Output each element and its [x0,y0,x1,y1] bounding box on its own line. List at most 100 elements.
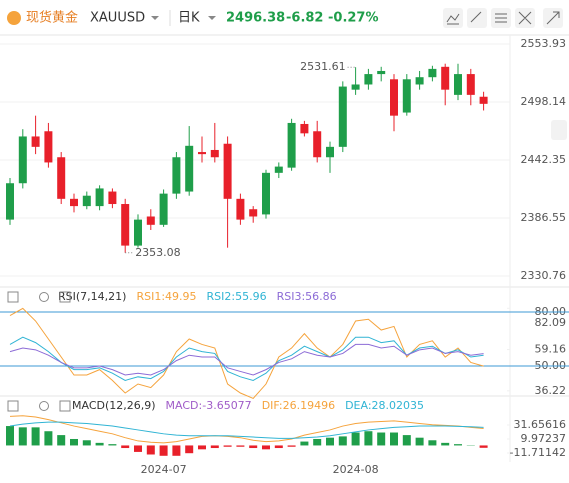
candle-body [415,77,424,85]
macd-bar [249,445,258,449]
macd-bar [121,445,130,449]
macd-bar [185,445,194,454]
candle-body [95,188,104,207]
macd-bar [70,438,78,446]
zoom-button[interactable] [551,120,567,140]
macd-bar [18,427,27,446]
candle-body [351,84,360,90]
macd-bar [287,445,296,447]
macd-bar [415,437,424,446]
rsi-line [9,307,484,400]
candle-body [210,149,219,158]
y-tick-label: 31.65616 [514,418,567,431]
candle-body [454,74,462,95]
candle-body [31,136,40,147]
indicator-settings[interactable] [39,401,49,411]
candle-body [185,145,194,192]
macd-bar [351,432,360,446]
legend-entry: RSI1:49.95 [136,290,196,303]
y-tick-label: 2553.93 [521,37,567,50]
macd-bar [82,440,91,446]
candle-body [313,131,322,158]
candle-body [57,157,66,199]
candle-body [6,183,14,220]
indicator-toggle[interactable] [7,400,19,412]
candle-body [402,79,411,113]
max-annotation: 2531.61 [300,60,346,73]
macd-bar [159,445,168,456]
macd-line [9,421,484,439]
legend-entry: MACD:-3.65077 [166,399,252,412]
candle-body [466,74,475,95]
candle-body [223,143,232,199]
macd-line [9,415,484,444]
x-tick-label: 2024-08 [333,463,379,476]
macd-bar [390,432,398,446]
y-tick-label: 59.16 [535,343,567,356]
macd-bar [479,445,488,448]
candle-body [377,70,386,75]
macd-bar [364,431,373,446]
candle-body [428,68,437,78]
macd-bar [108,444,117,446]
instrument-name[interactable]: 现货黄金 [26,10,78,26]
macd-bar [6,426,14,446]
dropdown-arrow[interactable] [208,16,216,20]
rsi-line [9,336,484,381]
macd-bar [236,445,245,447]
candle-body [390,79,398,116]
macd-bar [198,445,206,450]
macd-bar [210,445,219,449]
candle-body [338,86,347,147]
macd-bar [31,427,40,446]
candle-body [274,166,283,173]
candle-body [121,204,130,246]
x-tick-label: 2024-07 [141,463,187,476]
candle-body [159,193,168,225]
candle-body [300,123,309,134]
y-tick-label: 2330.76 [521,269,567,282]
candle-body [287,122,296,168]
candle-body [364,74,373,85]
rsi-line [9,343,484,376]
legend-entry: DEA:28.02035 [345,399,424,412]
legend-entry: MACD(12,26,9) [72,399,156,412]
dropdown-arrow[interactable] [151,16,159,20]
period[interactable]: 日K [178,11,200,26]
indicator-toggle[interactable] [7,291,19,303]
y-tick-label: 2498.14 [521,95,567,108]
change-pct: -0.27% [328,11,379,26]
price: 2496.38 [226,11,285,26]
y-tick-label: 82.09 [535,316,567,329]
legend-entry: DIF:26.19496 [262,399,335,412]
candle-body [18,136,27,184]
macd-bar [441,442,450,446]
candle-body [172,157,181,194]
candle-body [108,191,117,205]
macd-bar [428,440,437,446]
macd-bar [172,445,181,456]
macd-bar [326,437,334,446]
legend-entry: RSI(7,14,21) [58,290,126,303]
y-tick-label: 9.97237 [521,432,567,445]
candle-body [82,195,91,207]
macd-bar [262,445,270,450]
macd-bar [95,442,104,446]
candle-body [44,131,53,163]
indicator-settings[interactable] [39,292,49,302]
candle-body [441,66,450,90]
indicator-box [59,400,71,412]
candle-body [236,198,245,220]
y-tick-label: 2442.35 [521,153,567,166]
change: -6.82 [286,11,323,26]
macd-bar [134,445,142,452]
candle-body [326,146,334,158]
candle-body [146,216,155,225]
macd-bar [377,432,386,446]
tool-button[interactable] [467,8,487,28]
y-tick-label: 2386.55 [521,211,567,224]
symbol[interactable]: XAUUSD [90,11,145,26]
icon [7,11,21,25]
macd-bar [402,435,411,446]
